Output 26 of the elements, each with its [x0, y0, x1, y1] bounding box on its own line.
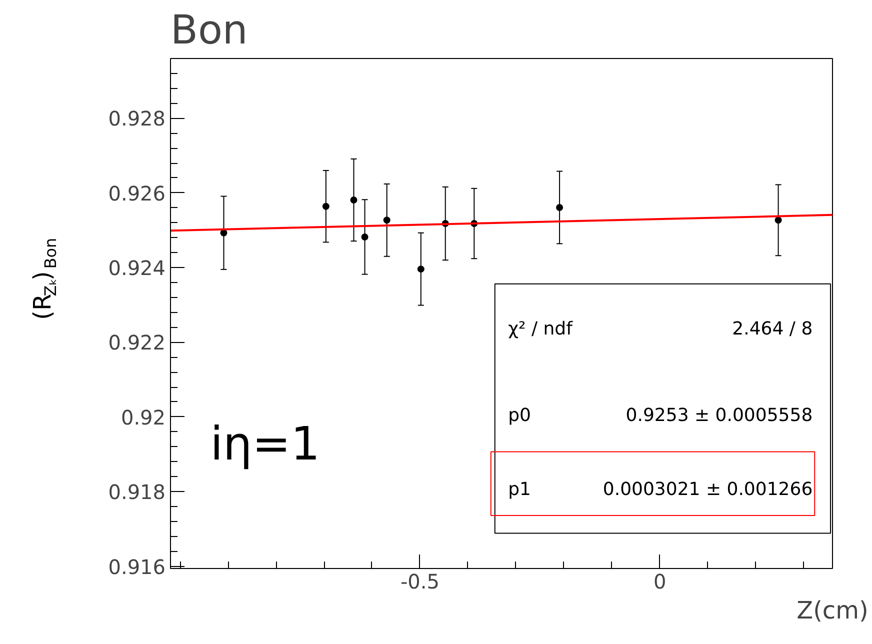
y-tick-label: 0.918 [108, 480, 166, 504]
x-tick-label: -0.5 [400, 570, 440, 594]
annotation: p1 [508, 478, 532, 500]
chart-title: Bon [170, 8, 248, 54]
annotation: 0.0003021 ± 0.001266 [602, 478, 813, 500]
point [383, 216, 390, 224]
y-tick-label: 0.924 [108, 256, 166, 280]
point [774, 216, 782, 224]
annotation: χ² / ndf [508, 318, 574, 340]
x-tick-label: 0 [653, 570, 666, 594]
x-axis-title: Z(cm) [796, 596, 868, 624]
point [322, 202, 330, 210]
annotation: 2.464 / 8 [732, 318, 813, 340]
point [417, 266, 424, 273]
annotation: 0.9253 ± 0.0005558 [626, 405, 813, 426]
y-tick-label: 0.92 [120, 405, 166, 430]
point [350, 196, 358, 204]
point [361, 233, 368, 240]
point [556, 204, 564, 211]
y-tick-label: 0.916 [108, 554, 166, 579]
annotation: p0 [508, 405, 532, 426]
y-tick-label: 0.928 [108, 106, 166, 131]
y-axis-title: (RZₖ)Bon [28, 238, 60, 320]
y-tick-label: 0.926 [108, 181, 166, 206]
y-tick-label: 0.922 [108, 330, 166, 355]
annotation: iη=1 [210, 416, 320, 471]
